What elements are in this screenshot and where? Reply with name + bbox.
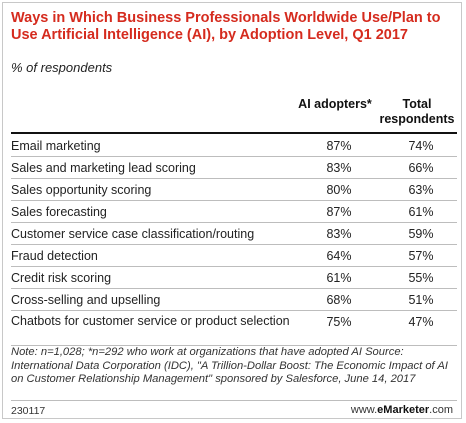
chart-code: 230117	[11, 405, 46, 417]
row-label: Sales and marketing lead scoring	[11, 161, 196, 175]
value-ai-adopters: 83%	[326, 227, 352, 241]
table-body: Email marketing 87% 74% Sales and marketing…	[11, 135, 457, 346]
footer-divider	[11, 400, 457, 401]
row-label: Fraud detection	[11, 249, 98, 263]
row-label: Cross-selling and upselling	[11, 293, 161, 307]
chart-title: Ways in Which Business Professionals Wor…	[11, 10, 441, 43]
row-label: Sales forecasting	[11, 205, 107, 219]
value-total-respondents: 57%	[408, 249, 434, 263]
value-ai-adopters: 87%	[326, 139, 352, 153]
table-row: Customer service case classification/rou…	[11, 223, 457, 245]
row-label: Customer service case classification/rou…	[11, 227, 255, 241]
table-row: Cross-selling and upselling 68% 51%	[11, 289, 457, 311]
table-row: Fraud detection 64% 57%	[11, 245, 457, 267]
chart-note: Note: n=1,028; *n=292 who work at organi…	[11, 346, 448, 385]
value-total-respondents: 63%	[408, 183, 434, 197]
row-label: Credit risk scoring	[11, 271, 112, 285]
value-total-respondents: 59%	[408, 227, 434, 241]
value-total-respondents: 55%	[408, 271, 434, 285]
value-ai-adopters: 75%	[326, 315, 352, 329]
value-ai-adopters: 61%	[326, 271, 352, 285]
table-row: Sales and marketing lead scoring 83% 66%	[11, 157, 457, 179]
value-ai-adopters: 83%	[326, 161, 352, 175]
brand-suffix: .com	[429, 404, 453, 416]
value-ai-adopters: 68%	[326, 293, 352, 307]
row-label: Sales opportunity scoring	[11, 183, 152, 197]
row-label: Chatbots for customer service or product…	[11, 314, 290, 328]
header-divider	[11, 132, 457, 134]
value-total-respondents: 51%	[408, 293, 434, 307]
value-total-respondents: 66%	[408, 161, 434, 175]
chart-frame: Ways in Which Business Professionals Wor…	[2, 2, 462, 419]
column-header-total-respondents: Total respondents	[379, 97, 455, 126]
table-row: Email marketing 87% 74%	[11, 135, 457, 157]
value-ai-adopters: 87%	[326, 205, 352, 219]
value-ai-adopters: 64%	[326, 249, 352, 263]
brand-name: eMarketer	[377, 404, 430, 416]
table-row: Sales forecasting 87% 61%	[11, 201, 457, 223]
table-row: Chatbots for customer service or product…	[11, 311, 457, 346]
brand-prefix: www.	[350, 404, 378, 416]
value-total-respondents: 61%	[408, 205, 434, 219]
table-row: Credit risk scoring 61% 55%	[11, 267, 457, 289]
value-total-respondents: 47%	[408, 315, 434, 329]
value-total-respondents: 74%	[408, 139, 434, 153]
row-label: Email marketing	[11, 139, 101, 153]
value-ai-adopters: 80%	[326, 183, 352, 197]
brand-logo: www.eMarketer.com	[351, 404, 453, 416]
table-row: Sales opportunity scoring 80% 63%	[11, 179, 457, 201]
chart-subtitle: % of respondents	[11, 60, 113, 75]
column-header-ai-adopters: AI adopters*	[298, 97, 372, 111]
